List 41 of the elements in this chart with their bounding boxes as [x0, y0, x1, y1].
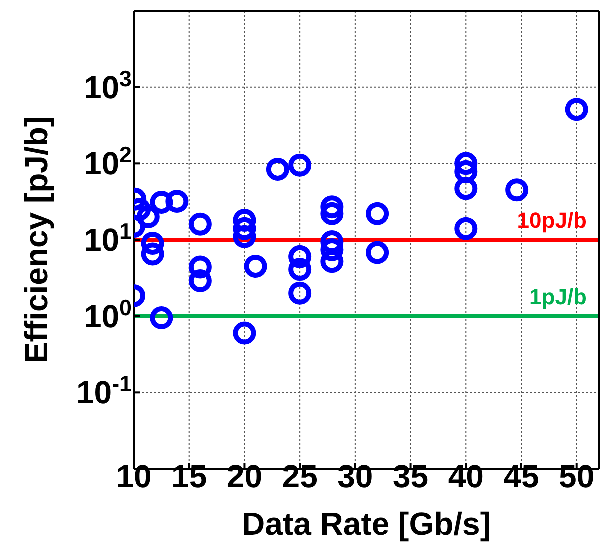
point [454, 217, 478, 240]
point [320, 250, 344, 274]
ref-line-label: 1pJ/b [530, 284, 587, 310]
y-axis-title: Efficiency [pJ/b] [18, 116, 54, 364]
point [141, 232, 164, 255]
point [233, 225, 256, 248]
ref-line-label: 10pJ/b [517, 208, 587, 233]
point [141, 242, 164, 266]
y-tick-label: 10$^{1}$ [84, 218, 132, 258]
point [288, 154, 312, 177]
point [244, 254, 268, 278]
point [233, 322, 256, 345]
point [150, 306, 174, 330]
point [188, 270, 212, 293]
point [288, 282, 312, 305]
y-tick-label: 10$^{2}$ [84, 142, 132, 182]
point [233, 209, 256, 232]
point [136, 206, 160, 229]
point [320, 230, 344, 254]
point [166, 190, 189, 213]
point [288, 245, 312, 268]
y-tick-label: 10$^{0}$ [84, 294, 132, 334]
x-axis-title: Data Rate [Gb/s] [242, 506, 491, 542]
point [320, 238, 344, 262]
point [266, 158, 290, 181]
point [188, 256, 212, 279]
point [188, 212, 212, 236]
y-tick-label: 10$^{-1}$ [76, 371, 132, 411]
point [366, 241, 390, 264]
point [454, 160, 478, 184]
point [454, 177, 478, 200]
point [320, 196, 344, 219]
point [454, 152, 478, 176]
point [288, 258, 312, 282]
y-tick-label: 10$^{3}$ [84, 66, 132, 106]
point [320, 202, 344, 226]
point [150, 190, 174, 214]
point [366, 202, 390, 226]
point [233, 217, 256, 240]
point [506, 178, 529, 202]
point [565, 98, 588, 122]
